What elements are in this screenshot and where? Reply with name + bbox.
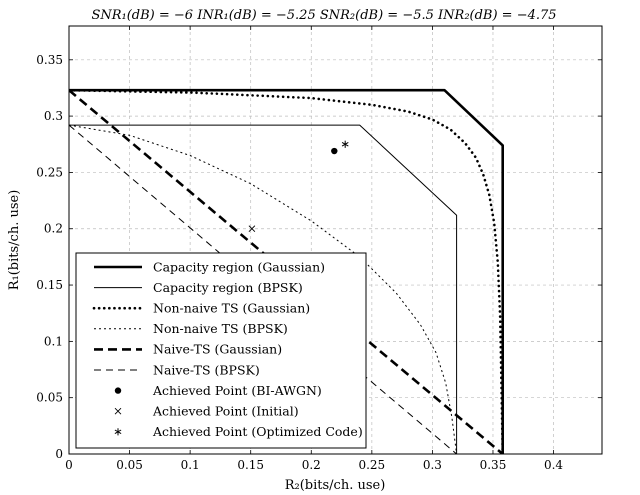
x-tick-label: 0.35 [480, 458, 507, 472]
y-tick-label: 0.1 [44, 334, 63, 348]
y-tick-label: 0.05 [36, 391, 63, 405]
legend-entry: Capacity region (Gaussian) [94, 259, 325, 274]
y-tick-label: 0.3 [44, 109, 63, 123]
legend-swatch [114, 428, 122, 436]
legend-label: Achieved Point (BI-AWGN) [152, 383, 322, 398]
legend-entry: Achieved Point (Optimized Code) [114, 424, 363, 439]
y-tick-label: 0.35 [36, 53, 63, 67]
legend-label: Naive-TS (BPSK) [153, 362, 260, 377]
plot-frame [68, 25, 603, 455]
legend-entry: Naive-TS (Gaussian) [94, 342, 282, 357]
legend-label: Non-naive TS (BPSK) [153, 321, 288, 336]
series-line-2 [69, 88, 504, 454]
x-tick-label: 0.15 [237, 458, 264, 472]
legend-entry: Non-naive TS (Gaussian) [92, 301, 310, 316]
tick-layer: 0 0.05 0.1 0.15 0.2 0.25 0.3 0.35 0.4 0 0.05 0.1 0.1… [36, 26, 602, 472]
chart-title: SNR₁(dB) = −6 INR₁(dB) = −5.25 SNR₂(dB) … [91, 8, 556, 23]
marker-layer [248, 140, 349, 233]
legend-entry: Achieved Point (BI-AWGN) [114, 383, 322, 398]
y-tick-label: 0.25 [36, 165, 63, 179]
x-tick-label: 0.4 [544, 458, 563, 472]
y-tick-label: 0.2 [44, 222, 63, 236]
legend-entry: Naive-TS (BPSK) [94, 362, 260, 377]
legend-label: Achieved Point (Optimized Code) [152, 424, 363, 439]
legend-label: Capacity region (Gaussian) [153, 259, 325, 274]
marker-dot [331, 147, 338, 155]
marker-asterisk [341, 140, 349, 148]
legend-label: Non-naive TS (Gaussian) [153, 301, 310, 316]
series-line-1 [69, 124, 458, 454]
legend-label: Capacity region (BPSK) [153, 280, 303, 295]
legend-entry: Capacity region (BPSK) [94, 280, 303, 295]
legend-label: Naive-TS (Gaussian) [153, 342, 282, 357]
x-tick-label: 0.3 [423, 458, 442, 472]
x-axis-label: R₂(bits/ch. use) [285, 478, 386, 493]
x-tick-label: 0.1 [181, 458, 200, 472]
marker-cross [248, 225, 256, 233]
legend-swatch [114, 407, 122, 415]
legend-entry: Non-naive TS (BPSK) [94, 321, 288, 336]
x-tick-label: 0.25 [358, 458, 385, 472]
y-axis-label: R₁(bits/ch. use) [7, 190, 22, 291]
series-line-0 [69, 88, 504, 454]
x-tick-label: 0 [65, 458, 73, 472]
x-tick-label: 0.2 [302, 458, 321, 472]
y-tick-label: 0.15 [36, 278, 63, 292]
x-tick-label: 0.05 [116, 458, 143, 472]
legend: Capacity region (Gaussian) Capacity regio… [75, 252, 367, 449]
legend-label: Achieved Point (Initial) [152, 404, 299, 419]
y-tick-label: 0 [55, 447, 63, 461]
legend-entry: Achieved Point (Initial) [114, 404, 299, 419]
legend-swatch [114, 387, 122, 394]
